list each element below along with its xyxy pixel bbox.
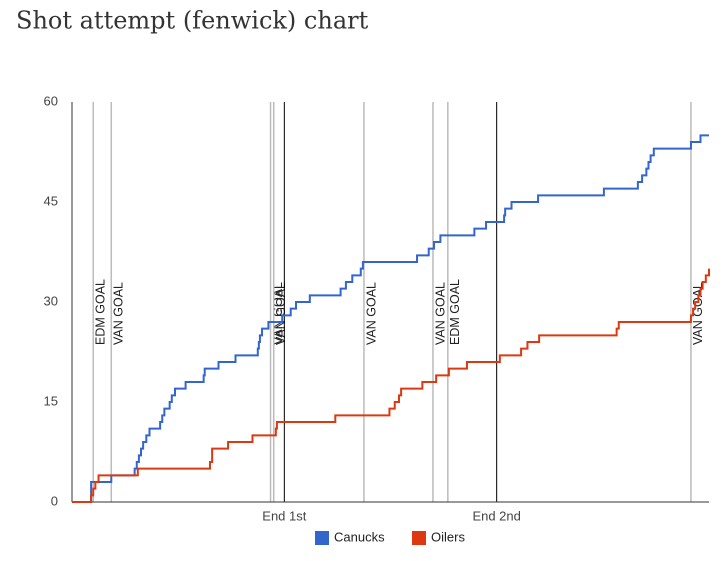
goal-label: VAN GOAL bbox=[691, 282, 705, 345]
x-tick-label: End 2nd bbox=[472, 508, 520, 523]
series-line bbox=[72, 134, 709, 503]
legend-label: Oilers bbox=[431, 529, 465, 544]
goal-label: EDM GOAL bbox=[94, 279, 108, 345]
x-tick-label: End 1st bbox=[262, 508, 306, 523]
chart-title: Shot attempt (fenwick) chart bbox=[16, 7, 369, 35]
goal-label: VAN GOAL bbox=[112, 282, 126, 345]
series-line bbox=[72, 268, 710, 503]
y-tick-label: 0 bbox=[51, 493, 58, 508]
y-tick-label: 45 bbox=[44, 193, 58, 208]
y-tick-label: 60 bbox=[44, 93, 58, 108]
goal-label: VAN GOAL bbox=[433, 282, 447, 345]
goal-label: VAN GOAL bbox=[364, 282, 378, 345]
legend-label: Canucks bbox=[334, 529, 385, 544]
goal-label: EDM GOAL bbox=[448, 279, 462, 345]
y-tick-label: 30 bbox=[44, 293, 58, 308]
legend-swatch bbox=[412, 531, 426, 545]
legend-swatch bbox=[315, 531, 329, 545]
goal-label: VAN GOAL bbox=[274, 282, 288, 345]
y-tick-label: 15 bbox=[44, 393, 58, 408]
